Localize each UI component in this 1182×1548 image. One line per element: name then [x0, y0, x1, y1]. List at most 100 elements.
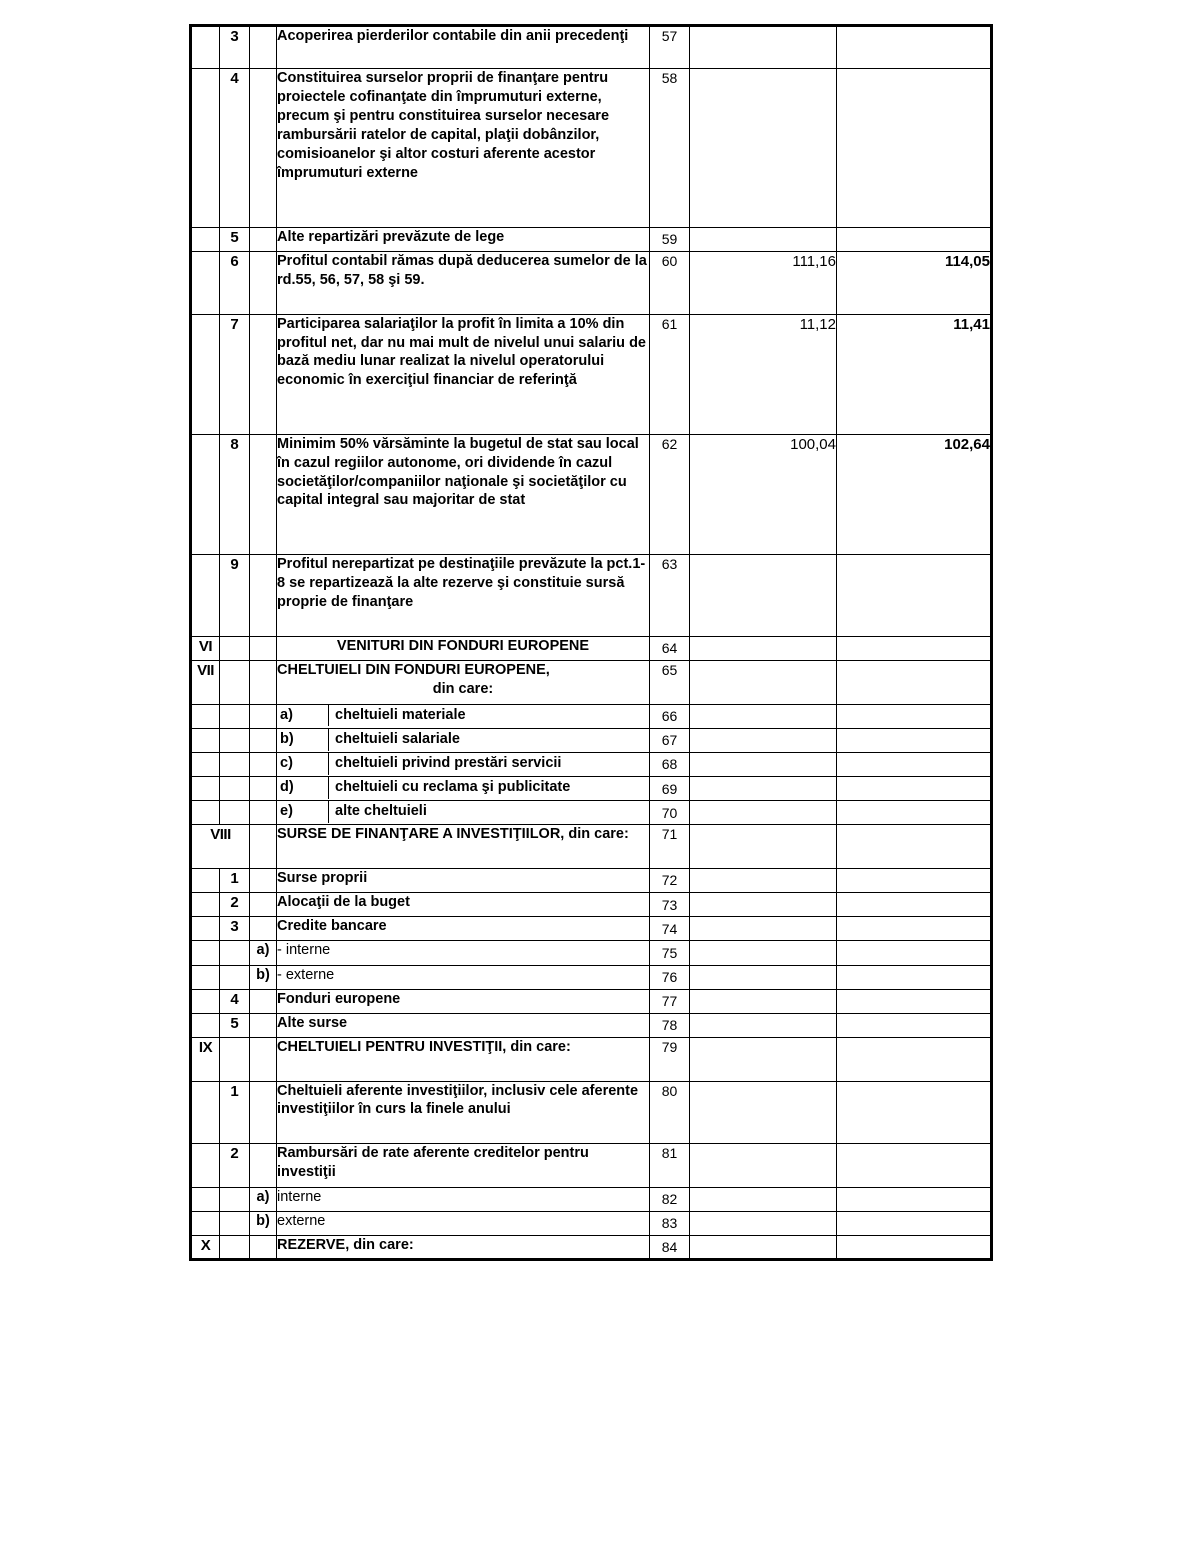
- description-cell: VENITURI DIN FONDURI EUROPENE: [276, 635, 650, 662]
- sub-item-label: alte cheltuieli: [335, 803, 427, 820]
- row-number-cell: 80: [649, 1080, 690, 1145]
- table-row: 3 Credite bancare 74: [190, 916, 992, 942]
- value-column-2-cell: [836, 916, 992, 942]
- value-column-2-cell: [836, 635, 992, 662]
- roman-numeral-cell: X: [190, 1234, 220, 1261]
- table-row: VI VENITURI DIN FONDURI EUROPENE 64: [190, 635, 992, 662]
- roman-numeral-cell: [190, 892, 220, 918]
- table-row: X REZERVE, din care: 84: [190, 1234, 992, 1261]
- letter-cell: [249, 727, 277, 753]
- value-column-1-cell: 11,12: [689, 313, 837, 435]
- value-column-2-cell: [836, 1012, 992, 1039]
- letter-cell: [249, 1037, 277, 1082]
- row-number-cell: 64: [649, 635, 690, 662]
- item-number-cell: 6: [219, 251, 250, 315]
- value-column-1-cell: [689, 1143, 837, 1188]
- value-column-2-cell: [836, 800, 992, 826]
- description-cell: Profitul nerepartizat pe destinaţiile pr…: [276, 554, 650, 637]
- letter-cell: b): [249, 964, 277, 990]
- value-column-2-cell: [836, 703, 992, 729]
- item-number-cell: [219, 751, 250, 778]
- letter-cell: [249, 24, 277, 70]
- value-column-2-cell: 114,05: [836, 251, 992, 315]
- value-column-1-cell: [689, 892, 837, 918]
- table-row: a) interne 82: [190, 1186, 992, 1212]
- value-column-1-cell: [689, 68, 837, 228]
- value-column-1-cell: [689, 964, 837, 990]
- description-cell: - externe: [276, 964, 650, 990]
- row-number-cell: 76: [649, 964, 690, 990]
- item-number-cell: [219, 660, 250, 705]
- table-row: 1 Surse proprii 72: [190, 867, 992, 894]
- value-column-2-cell: [836, 1037, 992, 1082]
- item-number-cell: 4: [219, 68, 250, 228]
- roman-numeral-cell: [190, 776, 220, 802]
- description-line-1: CHELTUIELI DIN FONDURI EUROPENE,: [277, 662, 550, 679]
- sub-item-letter: c): [277, 752, 329, 775]
- description-cell: Participarea salariaţilor la profit în l…: [276, 313, 650, 435]
- row-number-cell: 70: [649, 800, 690, 826]
- letter-cell: [249, 313, 277, 435]
- roman-numeral-cell: [190, 1080, 220, 1145]
- letter-cell: [249, 433, 277, 556]
- value-column-1-cell: [689, 1210, 837, 1236]
- sub-item-row: b) cheltuieli salariale: [277, 728, 649, 751]
- row-number-cell: 66: [649, 703, 690, 729]
- item-number-cell: 9: [219, 554, 250, 637]
- letter-cell: b): [249, 1210, 277, 1236]
- roman-numeral-cell: VIII: [190, 824, 250, 869]
- letter-cell: a): [249, 1186, 277, 1212]
- value-column-1-cell: [689, 703, 837, 729]
- value-column-2-cell: [836, 226, 992, 253]
- table-row: 7 Participarea salariaţilor la profit în …: [190, 313, 992, 435]
- roman-numeral-cell: [190, 24, 220, 70]
- description-cell: - interne: [276, 940, 650, 966]
- value-column-1-cell: [689, 1012, 837, 1039]
- letter-cell: [249, 1080, 277, 1145]
- table-row: c) cheltuieli privind prestări servicii 68: [190, 751, 992, 778]
- row-number-cell: 58: [649, 68, 690, 228]
- row-number-cell: 82: [649, 1186, 690, 1212]
- value-column-2-cell: [836, 24, 992, 70]
- value-column-2-cell: [836, 660, 992, 705]
- roman-numeral-cell: VI: [190, 635, 220, 662]
- sub-item-label: cheltuieli privind prestări servicii: [335, 754, 562, 771]
- letter-cell: [249, 703, 277, 729]
- value-column-2-cell: [836, 1186, 992, 1212]
- row-number-cell: 84: [649, 1234, 690, 1261]
- letter-cell: [249, 867, 277, 894]
- value-column-1-cell: [689, 867, 837, 894]
- value-column-1-cell: 100,04: [689, 433, 837, 556]
- row-number-cell: 61: [649, 313, 690, 435]
- item-number-cell: [219, 1234, 250, 1261]
- letter-cell: [249, 635, 277, 662]
- table-row: 5 Alte repartizări prevăzute de lege 59: [190, 226, 992, 253]
- value-column-2-cell: [836, 727, 992, 753]
- row-number-cell: 62: [649, 433, 690, 556]
- value-column-1-cell: [689, 635, 837, 662]
- value-column-1-cell: [689, 1234, 837, 1261]
- letter-cell: [249, 1234, 277, 1261]
- letter-cell: [249, 251, 277, 315]
- roman-numeral-cell: [190, 433, 220, 556]
- row-number-cell: 75: [649, 940, 690, 966]
- row-number-cell: 77: [649, 988, 690, 1014]
- row-number-cell: 60: [649, 251, 690, 315]
- value-column-1-cell: [689, 988, 837, 1014]
- description-cell: Profitul contabil rămas după deducerea s…: [276, 251, 650, 315]
- table-row: a) cheltuieli materiale 66: [190, 703, 992, 729]
- letter-cell: [249, 892, 277, 918]
- value-column-2-cell: 11,41: [836, 313, 992, 435]
- value-column-2-cell: [836, 1080, 992, 1145]
- value-column-2-cell: [836, 554, 992, 637]
- item-number-cell: [219, 635, 250, 662]
- row-number-cell: 73: [649, 892, 690, 918]
- description-cell: CHELTUIELI PENTRU INVESTIŢII, din care:: [276, 1037, 650, 1082]
- sub-item-row: a) cheltuieli materiale: [277, 704, 649, 727]
- value-column-2-cell: [836, 1143, 992, 1188]
- value-column-2-cell: [836, 68, 992, 228]
- sub-item-row: d) cheltuieli cu reclama şi publicitate: [277, 777, 649, 799]
- description-cell: externe: [276, 1210, 650, 1236]
- roman-numeral-cell: [190, 703, 220, 729]
- description-cell: CHELTUIELI DIN FONDURI EUROPENE, din care…: [276, 660, 650, 705]
